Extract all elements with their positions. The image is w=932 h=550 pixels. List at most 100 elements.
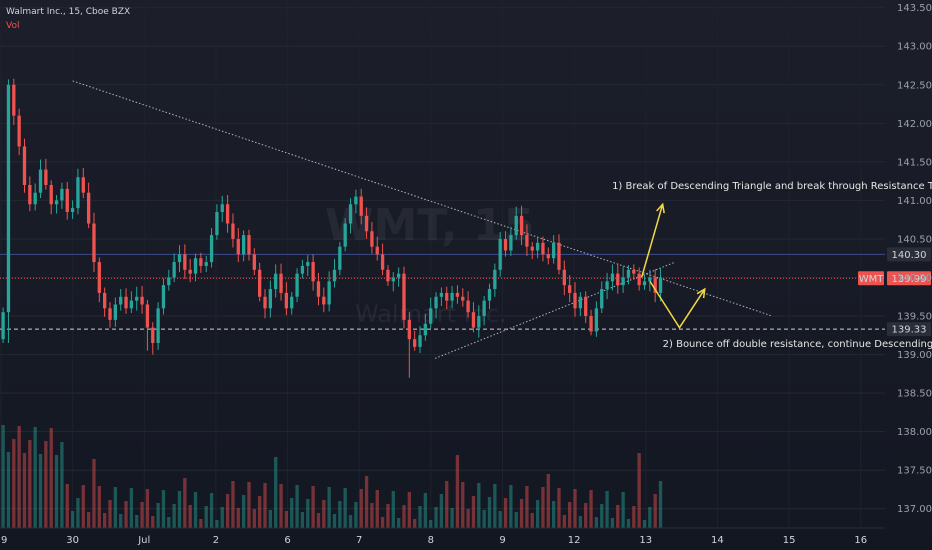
volume-bar	[445, 481, 449, 528]
price-tag-139.99[interactable]: 139.99 WMT	[858, 271, 931, 286]
candle-body	[605, 281, 609, 290]
volume-label[interactable]: Vol	[6, 21, 19, 31]
volume-bar	[519, 499, 524, 528]
date-tick-label[interactable]: 14	[711, 535, 724, 546]
bounce-arrow[interactable]	[649, 280, 706, 329]
annotation-note-2[interactable]: 2) Bounce off double resistance, continu…	[663, 339, 932, 350]
annotation-note-1[interactable]: 1) Break of Descending Triangle and brea…	[612, 181, 932, 192]
candle-body	[258, 269, 262, 297]
candle-body	[6, 84, 11, 313]
candle-body	[268, 289, 273, 309]
price-tick-label[interactable]: 142.50	[897, 80, 932, 91]
price-tick-label[interactable]: 137.50	[897, 466, 932, 477]
volume-bar	[172, 504, 176, 528]
breakout-arrow[interactable]	[640, 204, 664, 278]
date-tick-label[interactable]: 7	[356, 535, 362, 546]
candle-body	[525, 235, 529, 247]
volume-bar	[295, 485, 299, 528]
volume-bar	[578, 516, 583, 528]
price-tag-140.30[interactable]: 140.30	[887, 247, 931, 262]
volume-bar	[573, 489, 577, 528]
volume-bar	[466, 509, 470, 528]
date-tick-label[interactable]: 16	[854, 535, 867, 546]
price-tick-label[interactable]: 139.00	[897, 350, 932, 361]
candle-body	[642, 281, 647, 286]
candle-body	[204, 262, 208, 266]
horizontal-lines[interactable]: 140.30 139.99 WMT 139.33	[0, 247, 931, 337]
date-tick-label[interactable]: 9	[499, 535, 505, 546]
date-tick-label[interactable]: 8	[428, 535, 434, 546]
trendline-descending-resistance[interactable]	[72, 80, 773, 317]
volume-bar	[135, 515, 139, 528]
date-tick-label[interactable]: Jul	[137, 535, 150, 546]
annotation-notes[interactable]: 1) Break of Descending Triangle and brea…	[612, 181, 932, 350]
volume-bar	[1, 425, 5, 528]
volume-bar	[167, 517, 171, 528]
price-tick-label[interactable]: 139.50	[897, 312, 932, 323]
price-tick-label[interactable]: 137.00	[897, 504, 932, 515]
date-tick-label[interactable]: 13	[639, 535, 652, 546]
price-tick-label[interactable]: 138.00	[897, 427, 932, 438]
date-tick-label[interactable]: 29	[0, 535, 7, 546]
price-tick-label[interactable]: 140.00	[897, 273, 932, 284]
volume-bar	[535, 500, 540, 528]
volume-bar	[514, 512, 518, 528]
candle-body	[17, 115, 21, 147]
volume-bar	[17, 426, 21, 528]
trendlines[interactable]	[72, 80, 773, 359]
price-axis[interactable]: 143.50 143.00 142.50 142.00 141.50 141.00 140.…	[897, 3, 932, 515]
date-tick-label[interactable]: 2	[213, 535, 219, 546]
breakout-arrow-head[interactable]	[656, 202, 665, 214]
candle-body	[183, 254, 187, 270]
date-tick-label[interactable]: 6	[284, 535, 290, 546]
price-tick-label[interactable]: 138.50	[897, 389, 932, 400]
price-tag-value: 139.33	[892, 325, 927, 336]
symbol-info[interactable]: Walmart Inc., 15, Cboe BZX	[6, 7, 130, 17]
date-tick-label[interactable]: 30	[66, 535, 79, 546]
bounce-arrow-head[interactable]	[696, 287, 706, 299]
time-axis[interactable]: 29 30 Jul 2 6 7 8 9 12 13 14 15 16	[0, 527, 885, 546]
candle-body	[413, 339, 417, 347]
volume-bar	[151, 516, 155, 528]
price-tag-139.33[interactable]: 139.33	[887, 322, 931, 337]
candle-body	[370, 231, 374, 247]
price-tick-label[interactable]: 140.50	[897, 234, 932, 245]
volume-bar	[605, 491, 609, 528]
volume-bar	[209, 493, 214, 528]
volume-bar	[231, 481, 235, 528]
annotation-arrows[interactable]	[640, 202, 706, 329]
price-tick-label[interactable]: 141.00	[897, 196, 932, 207]
volume-bar	[33, 427, 37, 528]
volume-bar	[648, 507, 652, 528]
volume-bar	[54, 455, 59, 528]
price-tick-label[interactable]: 143.00	[897, 42, 932, 53]
candle-body	[455, 292, 460, 297]
candle-body	[156, 308, 160, 344]
volume-bar	[610, 518, 615, 528]
volume-bar	[498, 511, 502, 528]
price-tick-label[interactable]: 143.50	[897, 3, 932, 14]
date-tick-label[interactable]: 12	[568, 535, 581, 546]
candle-body	[509, 235, 513, 251]
candle-body	[231, 223, 235, 239]
candle-body	[151, 327, 155, 344]
volume-bar	[225, 494, 230, 528]
volume-bar	[113, 487, 118, 528]
price-tick-label[interactable]: 141.50	[897, 157, 932, 168]
candlesticks	[1, 78, 663, 378]
candle-body	[167, 277, 171, 286]
volume-bar	[471, 496, 476, 528]
candle-body	[391, 277, 395, 282]
date-tick-label[interactable]: 15	[783, 535, 796, 546]
candle-body	[332, 269, 337, 282]
price-tick-label[interactable]: 142.00	[897, 119, 932, 130]
candle-body	[632, 269, 636, 274]
trendline-ascending-support[interactable]	[434, 261, 676, 359]
volume-bar	[236, 508, 240, 528]
volume-bar	[22, 453, 27, 528]
candle-body	[461, 296, 465, 301]
volume-bar	[551, 501, 556, 528]
volume-bar	[161, 490, 166, 528]
